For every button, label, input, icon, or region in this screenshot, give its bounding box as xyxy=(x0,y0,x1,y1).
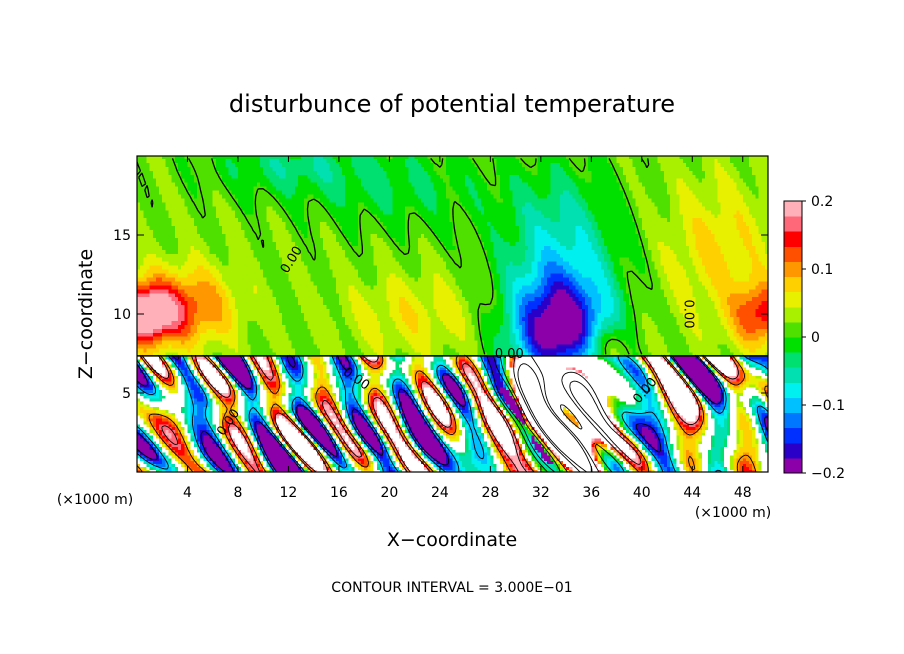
chart-title: disturbunce of potential temperature xyxy=(229,90,675,118)
figure: disturbunce of potential temperature 0.0… xyxy=(0,0,904,654)
plot-area: 0.000.000.000.000.000.00 xyxy=(137,154,769,472)
